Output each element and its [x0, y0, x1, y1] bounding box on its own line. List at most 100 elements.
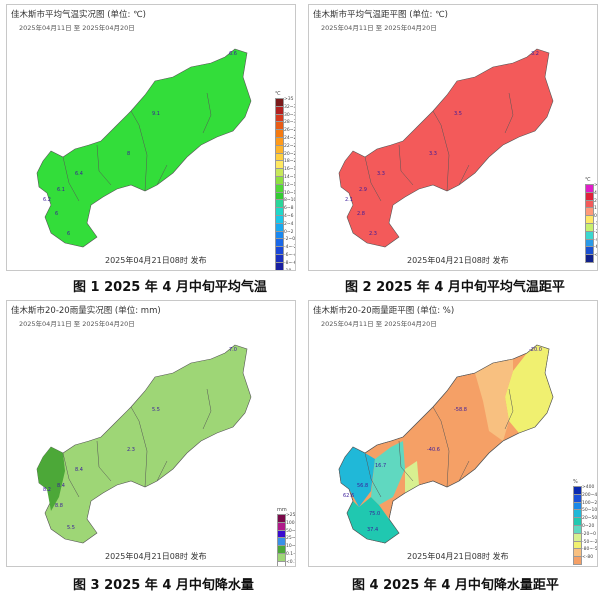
station-label: -58.8: [454, 407, 467, 413]
map-title: 佳木斯市20-20雨量实况图 (单位: mm): [11, 306, 161, 316]
legend-label: 18~20: [284, 159, 295, 165]
region-shape: [36, 344, 252, 544]
legend-unit: %: [573, 479, 578, 485]
legend-item: <-6: [585, 253, 598, 264]
legend-label: -6~-4: [594, 245, 597, 251]
legend-label: -1~0: [594, 221, 597, 227]
station-label: 5.5: [152, 407, 160, 413]
legend-label: 14~16: [284, 174, 295, 180]
map-title: 佳木斯市20-20雨量距平图 (单位: %): [313, 306, 455, 316]
legend-label: 0~1: [594, 214, 597, 220]
legend-item: -10~-8: [275, 269, 295, 270]
issue-time: 2025年04月21日08时 发布: [105, 552, 207, 561]
jiamusi-region-map: 7.0 5.5 2.3 8.4 8.4 8.2 5.5 8.8: [36, 344, 252, 544]
legend-label: 200~400: [582, 492, 598, 498]
legend-label: 100~200: [582, 500, 598, 506]
legend-label: -2~0: [284, 237, 296, 243]
legend-label: 0~20: [582, 523, 595, 529]
map-legend: ℃>6 4~6 2~4 1~2 0~1-1~0 -2~-1 -4~-2 -6~-4 <-6: [585, 177, 598, 264]
legend-label: 50~100: [582, 508, 598, 514]
legend-label: 30~32: [284, 112, 295, 118]
figure-caption: 图 2 2025 年 4 月中旬平均气温距平: [345, 280, 565, 295]
legend-label: 1~2: [594, 206, 597, 212]
legend-label: 24~26: [284, 135, 295, 141]
legend-label: 2~4: [284, 221, 294, 227]
legend-label: 20~22: [284, 151, 295, 157]
legend-label: -4~-2: [284, 245, 296, 251]
legend-label: 26~28: [284, 128, 295, 134]
station-label: 2.3: [369, 231, 377, 237]
map-title: 佳木斯市平均气温距平图 (单位: ℃): [313, 10, 448, 20]
legend-label: -8~-6: [284, 260, 296, 266]
map-legend: ℃>35 32~35 30~32 28~30 26~2824~26 22~24 20~22 1…: [275, 91, 296, 270]
jiamusi-region-map: 3.2 3.5 3.3 3.3 2.9 2.1 2.3 2.8: [338, 48, 554, 248]
issue-time: 2025年04月21日08时 发布: [407, 552, 509, 561]
station-label: 6.6: [229, 51, 237, 57]
figure-caption: 图 1 2025 年 4 月中旬平均气温: [73, 280, 267, 295]
issue-time: 2025年04月21日08时 发布: [105, 256, 207, 265]
station-label: 2.1: [345, 197, 353, 203]
legend-item: <-80: [573, 555, 597, 566]
map-panel-temperature: 佳木斯市平均气温实况图 (单位: ℃) 2025年04月11日 至 2025年0…: [6, 4, 296, 271]
station-label: 16.7: [375, 463, 386, 469]
station-label: 9.1: [152, 111, 160, 117]
legend-label: -2~-1: [594, 229, 597, 235]
station-label: 5.5: [67, 525, 75, 531]
legend-label: <-6: [594, 253, 598, 259]
legend-label: 2~4: [594, 198, 597, 204]
jiamusi-region-map: -20.0 -58.8 -40.6 16.7 56.8 62.6 75.0 37…: [338, 344, 554, 544]
legend-swatch: [585, 254, 594, 264]
station-label: 8: [127, 151, 130, 157]
region-shape: [36, 48, 252, 248]
legend-label: >400: [582, 485, 595, 490]
station-label: 8.2: [43, 487, 51, 493]
jiamusi-region-map: 6.6 9.1 8 6.4 6.1 6.2 6 6: [36, 48, 252, 248]
station-label: 75.0: [369, 511, 380, 517]
map-date-range: 2025年04月11日 至 2025年04月20日: [19, 320, 135, 328]
station-label: 2.9: [359, 187, 367, 193]
legend-label: 4~6: [594, 190, 597, 196]
station-label: 3.3: [429, 151, 437, 157]
map-title: 佳木斯市平均气温实况图 (单位: ℃): [11, 10, 146, 20]
station-label: 37.4: [367, 527, 378, 533]
legend-label: 100~250: [286, 520, 295, 526]
legend-unit: ℃: [585, 177, 591, 183]
station-label: 3.5: [454, 111, 462, 117]
station-label: 2.8: [357, 211, 365, 217]
station-label: 6: [55, 211, 58, 217]
legend-swatch: [277, 560, 286, 566]
legend-label: 0~2: [284, 229, 294, 235]
legend-label: >250: [286, 513, 296, 518]
legend-label: >35: [284, 97, 294, 102]
map-date-range: 2025年04月11日 至 2025年04月20日: [19, 24, 135, 32]
legend-label: 20~50: [582, 516, 598, 522]
station-label: 6.2: [43, 197, 51, 203]
legend-label: -50~-20: [582, 539, 598, 545]
legend-label: -4~-2: [594, 237, 597, 243]
map-date-range: 2025年04月11日 至 2025年04月20日: [321, 24, 437, 32]
station-label: 6.1: [57, 187, 65, 193]
legend-swatch: [573, 556, 582, 566]
legend-label: 16~18: [284, 167, 295, 173]
legend-label: 25~50: [286, 536, 296, 542]
map-legend: % >400 200~400 100~200 50~100 20~500~20 -20~0 -…: [573, 479, 598, 566]
map-legend: mm>250 100~250 50~100 25~50 10~250.1~10 <0.1: [277, 507, 296, 566]
station-label: 2.3: [127, 447, 135, 453]
region-shape: [338, 48, 554, 248]
legend-label: -80~-50: [582, 547, 598, 553]
legend-label: 10~25: [286, 544, 296, 550]
legend-label: 50~100: [286, 528, 296, 534]
legend-item: <0.1: [277, 559, 296, 566]
figure-caption: 图 4 2025 年 4 月中旬降水量距平: [352, 578, 559, 593]
station-label: -40.6: [427, 447, 440, 453]
legend-label: 4~6: [284, 213, 294, 219]
station-label: 3.3: [377, 171, 385, 177]
legend-label: 8~10: [284, 198, 296, 204]
legend-label: 32~35: [284, 104, 295, 110]
map-date-range: 2025年04月11日 至 2025年04月20日: [321, 320, 437, 328]
legend-label: <0.1: [286, 559, 296, 565]
station-label: 6: [67, 231, 70, 237]
map-panel-temperature-anomaly: 佳木斯市平均气温距平图 (单位: ℃) 2025年04月11日 至 2025年0…: [308, 4, 598, 271]
legend-label: -6~-4: [284, 252, 296, 258]
legend-label: 0.1~10: [286, 551, 295, 557]
